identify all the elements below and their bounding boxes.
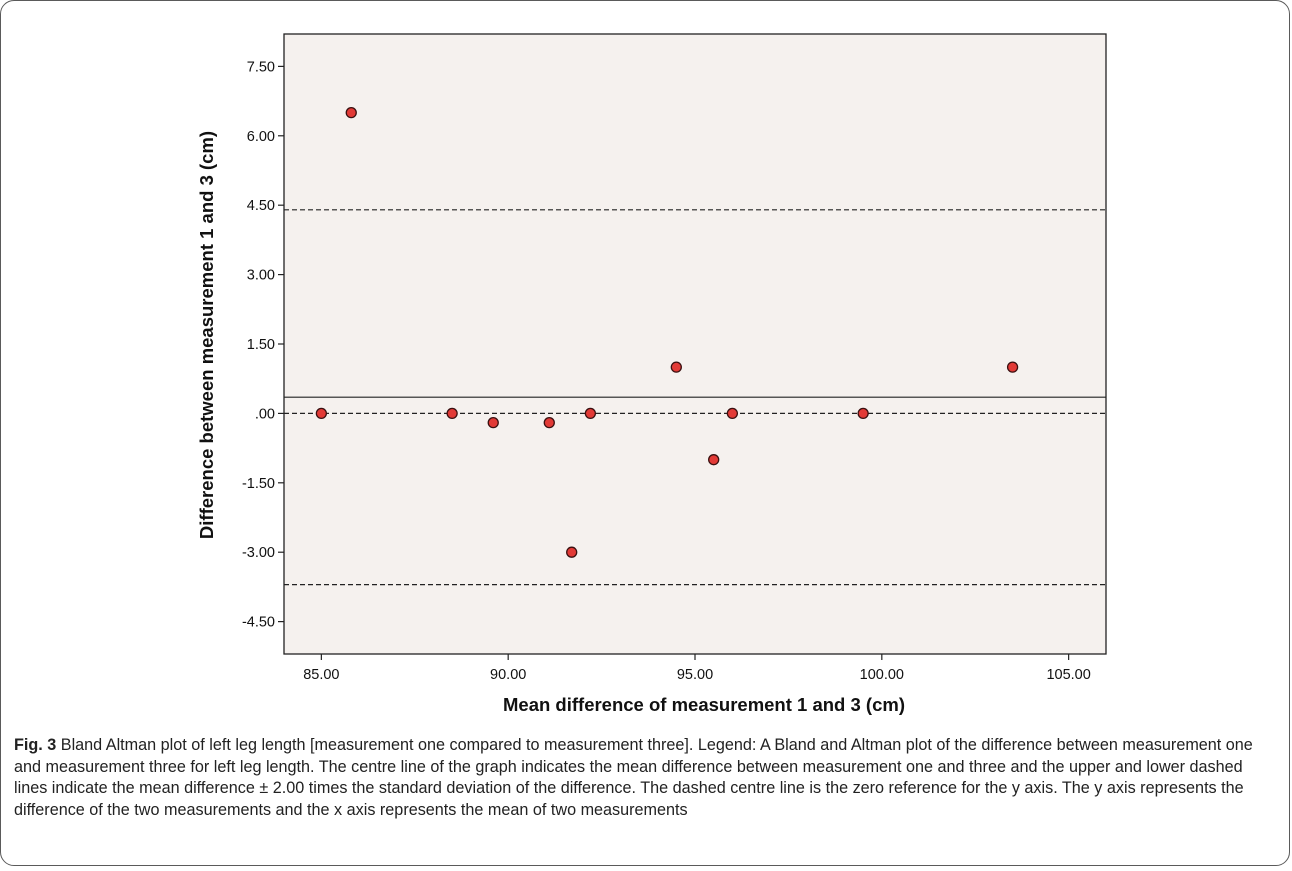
figure-label: Fig. 3	[14, 736, 57, 754]
x-tick-label-3: 100.00	[860, 667, 904, 683]
chart-svg: 7.50 6.00 4.50 3.00 1.50 .00 -1.50 -3.00 -4.50 8…	[242, 33, 1107, 683]
y-tick-label-5: .00	[255, 406, 275, 422]
y-tick-label-4: 1.50	[247, 337, 275, 353]
data-point-8	[708, 454, 720, 466]
data-point-3	[487, 417, 499, 429]
data-point-10	[857, 407, 869, 420]
data-point-11	[1006, 361, 1019, 373]
figure-caption: Fig. 3 Bland Altman plot of left leg len…	[14, 735, 1276, 821]
plot-area	[283, 33, 1107, 655]
x-tick-label-2: 95.00	[677, 667, 713, 683]
y-tick-label-2: 4.50	[247, 198, 275, 214]
x-axis: 85.00 90.00 95.00 100.00 105.00	[303, 654, 1091, 683]
data-point-1	[345, 107, 357, 119]
x-axis-title: Mean difference of measurement 1 and 3 (…	[503, 694, 905, 715]
y-tick-label-7: -3.00	[242, 545, 275, 561]
y-tick-label-1: 6.00	[247, 129, 275, 145]
data-point-7	[670, 361, 682, 373]
y-axis: 7.50 6.00 4.50 3.00 1.50 .00 -1.50 -3.00 -4.50	[242, 59, 284, 631]
x-tick-label-0: 85.00	[303, 667, 339, 683]
caption-text: Bland Altman plot of left leg length [me…	[14, 736, 1253, 819]
reference-lines	[284, 209, 1106, 586]
data-point-6	[566, 546, 578, 558]
x-tick-label-4: 105.00	[1046, 667, 1090, 683]
data-point-9	[726, 407, 739, 420]
y-tick-label-3: 3.00	[247, 268, 275, 284]
data-point-4	[543, 417, 555, 429]
data-points	[315, 107, 1019, 558]
y-tick-label-6: -1.50	[242, 476, 275, 492]
y-axis-title: Difference between measurement 1 and 3 (…	[196, 130, 217, 540]
data-point-2	[446, 407, 458, 420]
data-point-5	[584, 407, 597, 420]
data-point-0	[315, 407, 328, 420]
y-tick-label-8: -4.50	[242, 615, 275, 631]
x-tick-label-1: 90.00	[490, 667, 526, 683]
y-tick-label-0: 7.50	[247, 59, 275, 75]
